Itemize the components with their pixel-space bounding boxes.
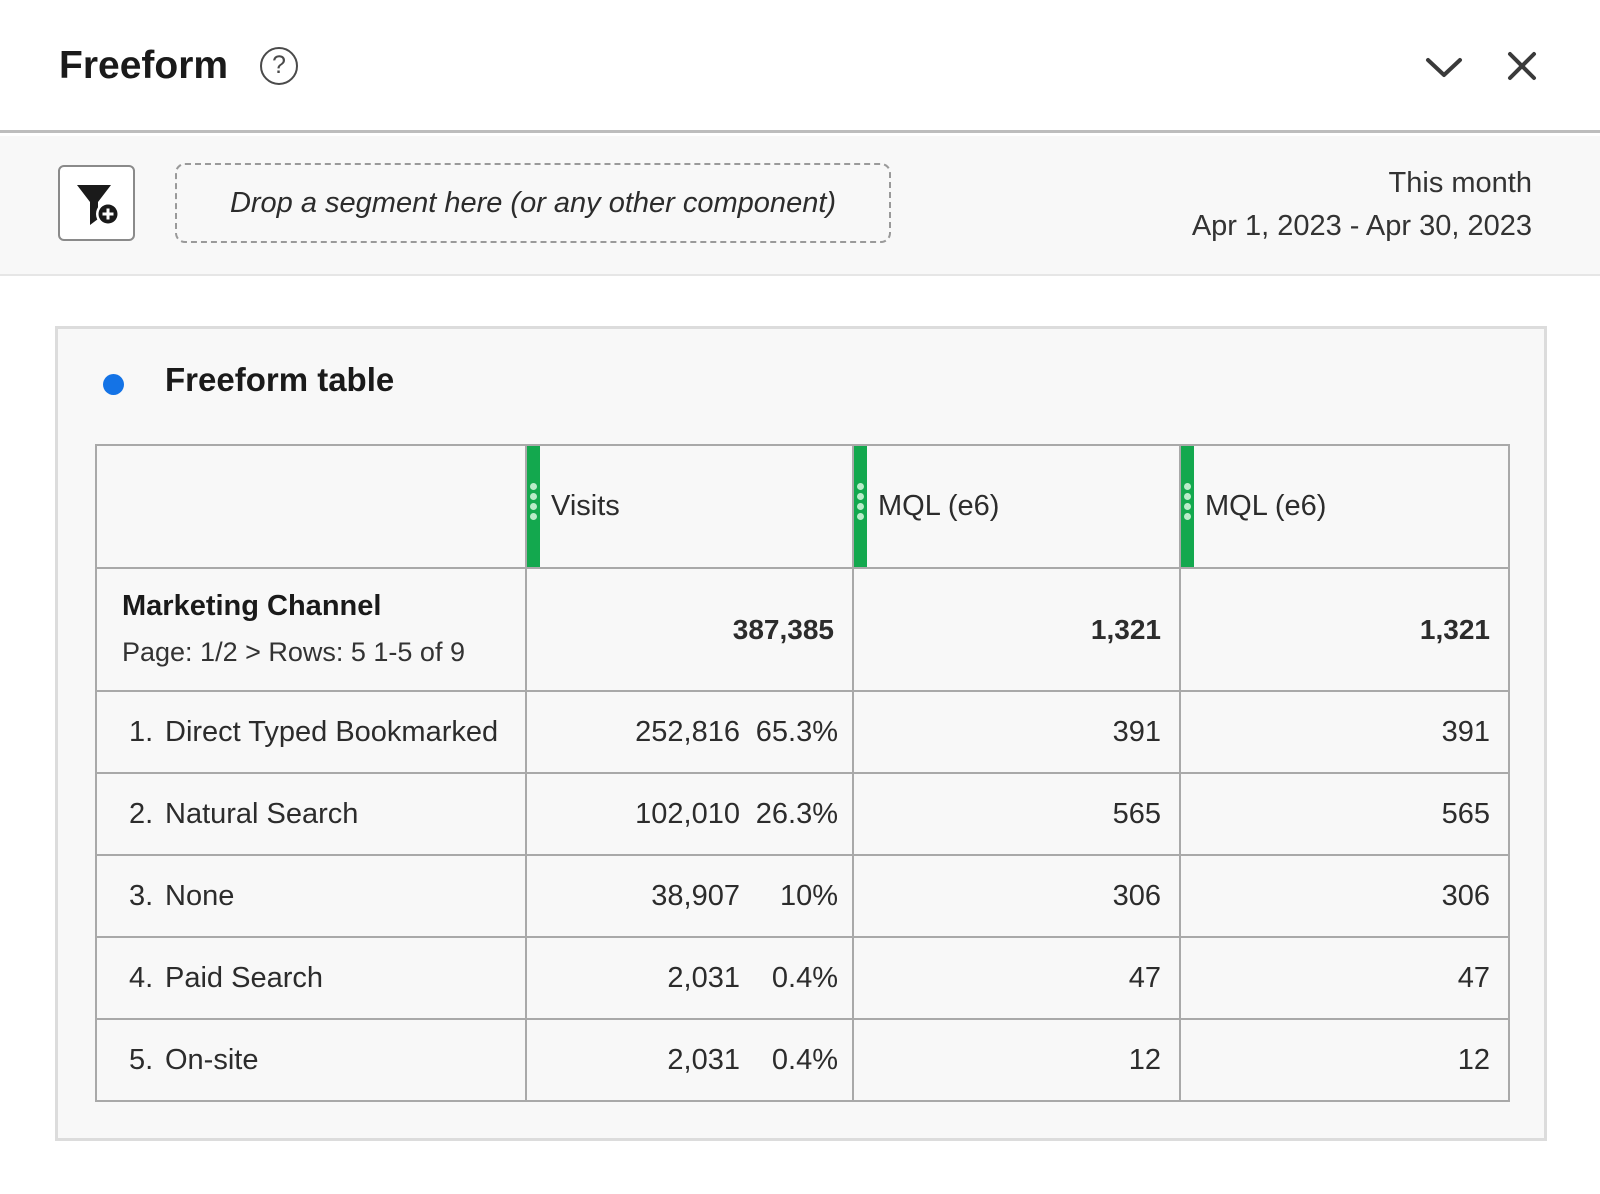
visits-percent: 26.3% [755, 797, 838, 830]
row-number: 2. [129, 797, 154, 830]
table-row[interactable]: 2. Natural Search 102,010 26.3% 565 565 [95, 772, 1510, 856]
close-icon[interactable] [1502, 46, 1542, 86]
visits-value: 2,031 [667, 1043, 740, 1076]
row-label[interactable]: 3. None [95, 854, 527, 938]
date-range-label: Apr 1, 2023 - Apr 30, 2023 [1191, 210, 1532, 242]
mql-cell: 565 [852, 772, 1181, 856]
freeform-panel: Freeform table Visits MQL (e6) MQL (e6) [55, 326, 1547, 1141]
mql-cell: 306 [852, 854, 1181, 938]
dimension-cell: Marketing Channel Page: 1/2 > Rows: 5 1-… [95, 567, 527, 692]
segment-toolbar: Drop a segment here (or any other compon… [0, 136, 1600, 276]
help-icon[interactable]: ? [260, 47, 298, 85]
column-drag-handle[interactable] [854, 446, 867, 567]
column-header-visits[interactable]: Visits [525, 444, 854, 569]
row-name: Natural Search [165, 797, 359, 830]
visits-cell: 38,907 10% [525, 854, 854, 938]
row-number: 3. [129, 879, 154, 912]
mql-cell: 391 [852, 690, 1181, 774]
row-number: 1. [129, 715, 154, 748]
chevron-down-icon[interactable] [1424, 48, 1464, 88]
visits-cell: 2,031 0.4% [525, 1018, 854, 1102]
row-label[interactable]: 2. Natural Search [95, 772, 527, 856]
mql-cell-2: 47 [1179, 936, 1510, 1020]
mql-cell: 47 [852, 936, 1181, 1020]
row-name: None [165, 879, 235, 912]
dimension-name[interactable]: Marketing Channel [122, 590, 382, 622]
column-drag-handle[interactable] [1181, 446, 1194, 567]
total-mql: 1,321 [852, 567, 1181, 692]
filter-add-icon [77, 185, 120, 226]
mql-cell-2: 12 [1179, 1018, 1510, 1102]
visits-value: 252,816 [635, 715, 740, 748]
visits-percent: 0.4% [771, 1043, 838, 1076]
visits-cell: 102,010 26.3% [525, 772, 854, 856]
column-drag-handle[interactable] [527, 446, 540, 567]
dimension-header-blank [95, 444, 527, 569]
table-title[interactable]: Freeform table [165, 361, 395, 398]
table-header-row: Visits MQL (e6) MQL (e6) [95, 444, 1510, 569]
row-name: Paid Search [165, 961, 323, 994]
date-preset-label: This month [1388, 167, 1532, 199]
table-row[interactable]: 3. None 38,907 10% 306 306 [95, 854, 1510, 938]
row-label[interactable]: 4. Paid Search [95, 936, 527, 1020]
status-dot [103, 374, 124, 395]
mql-cell-2: 306 [1179, 854, 1510, 938]
segment-drop-zone[interactable]: Drop a segment here (or any other compon… [175, 163, 891, 243]
row-label[interactable]: 5. On-site [95, 1018, 527, 1102]
table-row[interactable]: 1. Direct Typed Bookmarked 252,816 65.3% 3… [95, 690, 1510, 774]
visits-percent: 65.3% [755, 715, 838, 748]
freeform-table: Visits MQL (e6) MQL (e6) Marketing Chann… [95, 444, 1510, 1102]
column-header-label: MQL (e6) [878, 490, 1000, 522]
mql-cell-2: 565 [1179, 772, 1510, 856]
column-header-label: Visits [551, 490, 620, 522]
visits-value: 102,010 [635, 797, 740, 830]
visits-cell: 252,816 65.3% [525, 690, 854, 774]
add-filter-button[interactable] [58, 165, 135, 241]
visits-percent: 0.4% [771, 961, 838, 994]
visits-value: 38,907 [651, 879, 740, 912]
visits-percent: 10% [779, 879, 838, 912]
table-row[interactable]: 4. Paid Search 2,031 0.4% 47 47 [95, 936, 1510, 1020]
total-mql-2: 1,321 [1179, 567, 1510, 692]
row-number: 4. [129, 961, 154, 994]
table-row[interactable]: 5. On-site 2,031 0.4% 12 12 [95, 1018, 1510, 1102]
visits-cell: 2,031 0.4% [525, 936, 854, 1020]
column-header-label: MQL (e6) [1205, 490, 1327, 522]
row-number: 5. [129, 1043, 154, 1076]
row-name: On-site [165, 1043, 259, 1076]
mql-cell: 12 [852, 1018, 1181, 1102]
row-label[interactable]: 1. Direct Typed Bookmarked [95, 690, 527, 774]
panel-header: Freeform ? [0, 0, 1600, 133]
summary-row: Marketing Channel Page: 1/2 > Rows: 5 1-… [95, 567, 1510, 692]
mql-cell-2: 391 [1179, 690, 1510, 774]
visits-value: 2,031 [667, 961, 740, 994]
page-title: Freeform [59, 44, 229, 87]
column-header-mql[interactable]: MQL (e6) [852, 444, 1181, 569]
row-name: Direct Typed Bookmarked [165, 715, 499, 748]
column-header-mql-2[interactable]: MQL (e6) [1179, 444, 1510, 569]
date-range-picker[interactable]: This month Apr 1, 2023 - Apr 30, 2023 [1192, 162, 1532, 248]
pagination-info[interactable]: Page: 1/2 > Rows: 5 1-5 of 9 [122, 637, 465, 667]
total-visits: 387,385 [525, 567, 854, 692]
